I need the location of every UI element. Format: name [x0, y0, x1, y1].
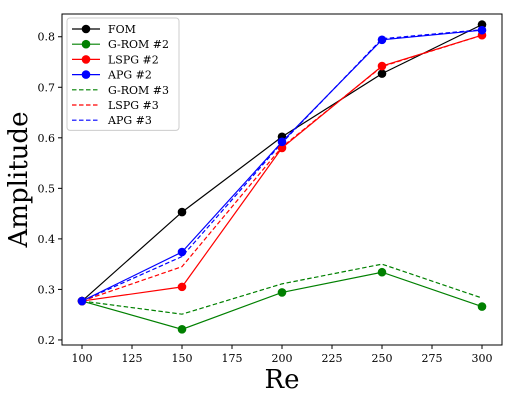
- data-point-fom: [378, 69, 387, 78]
- y-tick-label: 0.8: [38, 31, 56, 44]
- legend-marker-apg-2: [82, 70, 91, 79]
- x-tick-label: 175: [222, 352, 243, 365]
- legend-label-apg-2: APG #2: [107, 69, 152, 82]
- legend-marker-fom: [82, 25, 91, 34]
- y-axis-ticks: 0.2 0.3 0.4 0.5 0.6 0.7 0.8: [38, 31, 63, 347]
- legend-marker-g-rom-2: [82, 40, 91, 49]
- x-axis-ticks: 100 125 150 175 200 225 250 275 300: [72, 345, 493, 365]
- data-point-apg-2: [478, 26, 487, 35]
- data-point-apg-2: [78, 297, 87, 306]
- data-point-g-rom-2: [478, 302, 487, 311]
- data-point-fom: [178, 208, 187, 217]
- x-tick-label: 125: [122, 352, 143, 365]
- legend-label-fom: FOM: [108, 23, 136, 36]
- legend-label-lspg-2: LSPG #2: [108, 53, 159, 66]
- data-point-apg-2: [278, 138, 287, 147]
- legend: FOM G-ROM #2 LSPG #2 APG #2 G-ROM #3 LSPG #3 A…: [67, 18, 179, 130]
- legend-label-g-rom-3: G-ROM #3: [108, 84, 169, 97]
- legend-label-apg-3: APG #3: [107, 114, 152, 127]
- data-point-lspg-2: [178, 283, 187, 292]
- data-point-apg-2: [378, 35, 387, 44]
- y-tick-label: 0.3: [38, 283, 56, 296]
- x-tick-label: 275: [422, 352, 443, 365]
- data-point-g-rom-2: [378, 268, 387, 277]
- x-tick-label: 250: [372, 352, 393, 365]
- x-tick-label: 100: [72, 352, 93, 365]
- y-axis-title: Amplitude: [4, 112, 34, 249]
- legend-label-g-rom-2: G-ROM #2: [108, 38, 169, 51]
- legend-label-lspg-3: LSPG #3: [108, 99, 159, 112]
- legend-marker-lspg-2: [82, 55, 91, 64]
- x-tick-label: 150: [172, 352, 193, 365]
- x-tick-label: 225: [322, 352, 343, 365]
- x-axis-title: Re: [265, 365, 300, 395]
- y-tick-label: 0.6: [38, 132, 56, 145]
- y-tick-label: 0.2: [38, 334, 56, 347]
- x-tick-label: 200: [272, 352, 293, 365]
- x-tick-label: 300: [472, 352, 493, 365]
- data-point-apg-2: [178, 248, 187, 257]
- data-point-g-rom-2: [178, 325, 187, 334]
- y-tick-label: 0.4: [38, 233, 56, 246]
- y-tick-label: 0.7: [38, 81, 56, 94]
- y-tick-label: 0.5: [38, 182, 56, 195]
- data-point-g-rom-2: [278, 288, 287, 297]
- data-point-lspg-2: [378, 62, 387, 71]
